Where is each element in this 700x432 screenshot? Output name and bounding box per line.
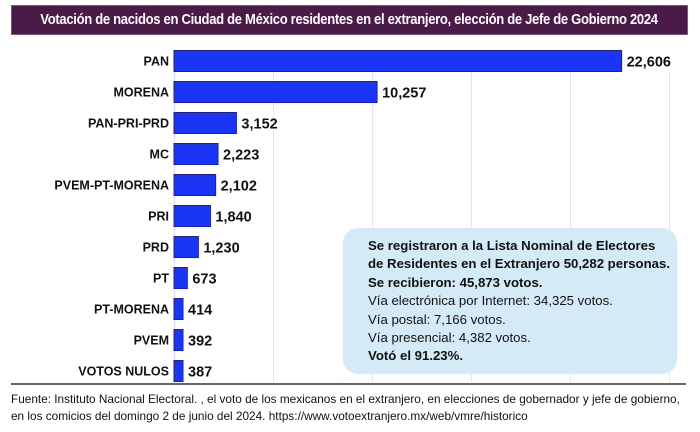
info-line: Votó el 91.23%. <box>368 348 464 364</box>
info-line: Vía electrónica por Internet: 34,325 vot… <box>368 293 613 309</box>
value-label: 392 <box>188 334 212 350</box>
chart-title-bar: Votación de nacidos en Ciudad de México … <box>11 5 688 35</box>
bar-pt-morena <box>173 298 184 320</box>
footer-line-2: en los comicios del domingo 2 de junio d… <box>11 409 528 423</box>
info-line: Se registraron a la Lista Nominal de Ele… <box>368 238 656 253</box>
category-label: MC <box>150 148 169 162</box>
info-box: Se registraron a la Lista Nominal de Ele… <box>343 228 677 374</box>
category-label: PVEM-PT-MORENA <box>54 179 169 193</box>
info-line: de Residentes en el Extranjero 50,282 pe… <box>368 256 670 272</box>
bar-pan-pri-prd <box>173 112 237 134</box>
value-label: 673 <box>192 272 216 288</box>
bar-pri <box>173 205 211 227</box>
bar-pvem <box>173 329 184 351</box>
bars <box>173 50 623 382</box>
bar-mc <box>173 143 219 165</box>
bar-pt <box>173 267 188 289</box>
value-label: 2,102 <box>221 179 257 195</box>
value-labels: 22,606 10,257 3,152 2,223 2,102 1,840 1,230 673… <box>188 55 671 381</box>
value-label: 1,230 <box>203 241 239 257</box>
bar-morena <box>173 81 378 103</box>
category-label: PT <box>153 272 169 286</box>
category-label: PVEM <box>134 334 169 348</box>
category-label: MORENA <box>113 86 169 100</box>
bar-pvem-pt-morena <box>173 174 217 196</box>
bar-prd <box>173 236 199 258</box>
category-label: PRI <box>148 210 169 224</box>
bottom-divider <box>11 383 686 385</box>
info-line: Se recibieron: 45,873 votos. <box>368 274 543 290</box>
value-label: 2,223 <box>223 148 259 164</box>
source-footer: Fuente: Instituto Nacional Electoral. , … <box>11 391 691 425</box>
bar-votos-nulos <box>173 360 184 382</box>
category-label: PAN-PRI-PRD <box>88 117 169 131</box>
value-label: 414 <box>188 303 212 319</box>
category-label: PRD <box>143 241 169 255</box>
value-label: 1,840 <box>215 210 251 226</box>
category-label: PAN <box>144 55 169 69</box>
bar-pan <box>173 50 623 72</box>
info-line: Vía presencial: 4,382 votos. <box>368 330 531 346</box>
value-label: 387 <box>188 365 212 381</box>
value-label: 10,257 <box>382 86 426 102</box>
category-labels: PAN MORENA PAN-PRI-PRD MC PVEM-PT-MORENA PRI P… <box>54 55 169 379</box>
value-label: 22,606 <box>627 55 671 71</box>
info-line: Vía postal: 7,166 votos. <box>368 311 506 327</box>
chart-title: Votación de nacidos en Ciudad de México … <box>40 12 659 28</box>
value-label: 3,152 <box>241 117 277 133</box>
category-label: PT-MORENA <box>94 303 169 317</box>
category-label: VOTOS NULOS <box>78 365 169 379</box>
footer-line-1: Fuente: Instituto Nacional Electoral. , … <box>11 392 680 406</box>
